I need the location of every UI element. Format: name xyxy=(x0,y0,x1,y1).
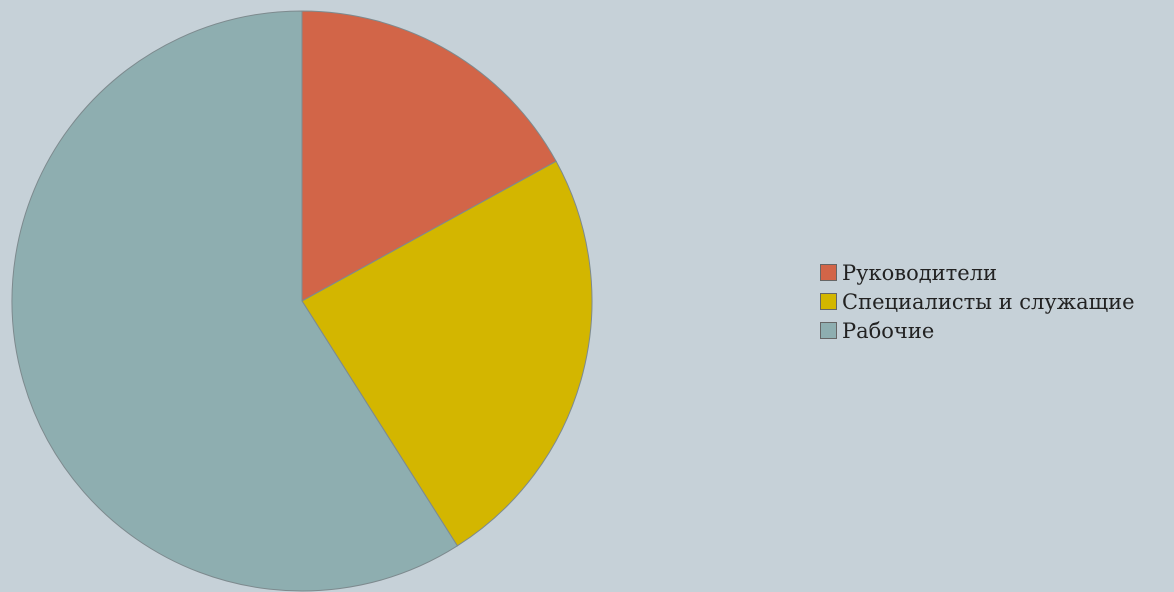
pie-slice-3 xyxy=(11,10,459,592)
legend-swatch xyxy=(820,322,837,339)
legend: Руководители Специалисты и служащие Рабо… xyxy=(820,258,1135,345)
legend-item-spetsialisty: Специалисты и служащие xyxy=(820,287,1135,316)
pie-chart xyxy=(11,10,593,592)
legend-label: Специалисты и служащие xyxy=(842,289,1135,314)
legend-label: Рабочие xyxy=(842,318,935,343)
pie-slice-1 xyxy=(301,10,557,302)
legend-item-rukovoditeli: Руководители xyxy=(820,258,1135,287)
legend-label: Руководители xyxy=(842,260,998,285)
legend-item-rabochie: Рабочие xyxy=(820,316,1135,345)
legend-swatch xyxy=(820,264,837,281)
legend-swatch xyxy=(820,293,837,310)
pie-slice-2 xyxy=(301,160,593,547)
